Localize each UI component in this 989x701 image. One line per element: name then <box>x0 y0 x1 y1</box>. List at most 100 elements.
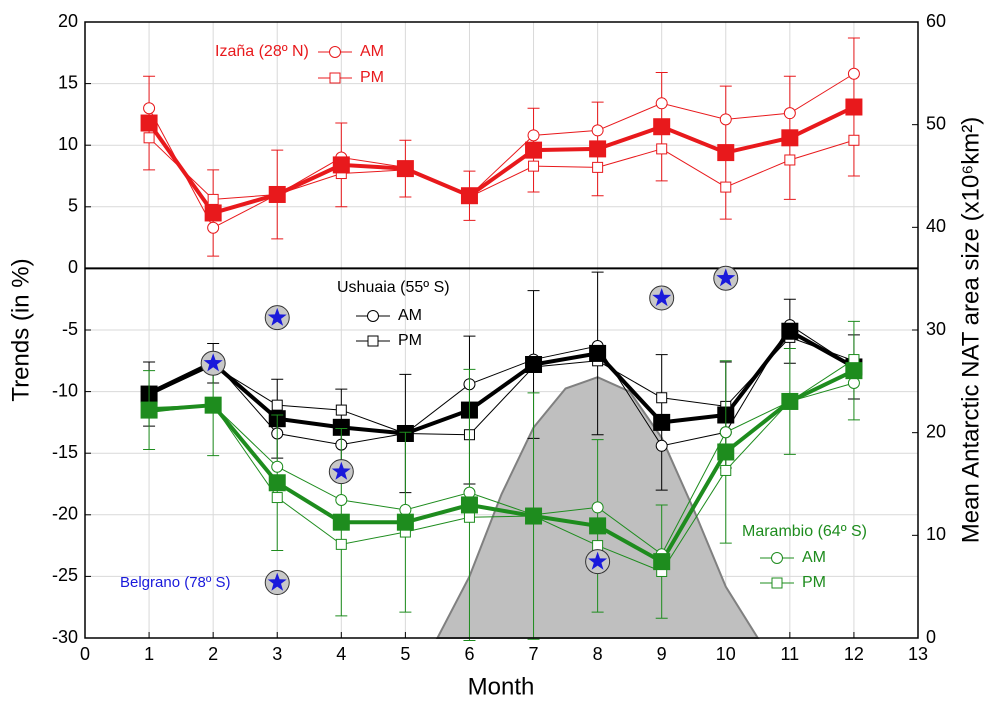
star-marker <box>588 551 608 570</box>
series-line <box>148 336 855 436</box>
mean-marker <box>525 507 543 525</box>
circle-marker <box>719 426 732 439</box>
square-marker <box>463 511 475 523</box>
legend-marker <box>771 552 783 564</box>
star-marker <box>652 288 672 307</box>
mean-marker <box>525 355 543 373</box>
x-tick-label: 9 <box>657 644 667 664</box>
circle-marker <box>591 124 604 137</box>
circle-marker <box>271 460 284 473</box>
y-tick-label: -30 <box>52 627 78 647</box>
legend-marker <box>329 72 341 84</box>
mean-marker <box>845 98 863 116</box>
y-tick-label: -15 <box>52 442 78 462</box>
series-line <box>147 105 855 216</box>
circle-marker <box>335 494 348 507</box>
square-marker <box>207 193 219 205</box>
x-tick-label: 4 <box>336 644 346 664</box>
series-line <box>148 324 855 447</box>
square-marker <box>143 132 155 144</box>
x-tick-label: 5 <box>400 644 410 664</box>
star-marker <box>203 353 223 372</box>
mean-marker <box>396 513 414 531</box>
circle-marker <box>847 67 860 80</box>
circle-marker <box>655 97 668 110</box>
mean-marker <box>845 362 863 380</box>
square-marker <box>656 143 668 155</box>
square-marker <box>592 161 604 173</box>
series-line <box>149 359 855 573</box>
legend-marker <box>367 310 379 322</box>
x-tick-label: 7 <box>529 644 539 664</box>
mean-marker <box>332 156 350 174</box>
square-marker <box>528 160 540 172</box>
mean-marker <box>589 517 607 535</box>
y-tick-label: -20 <box>52 504 78 524</box>
mean-marker <box>653 118 671 136</box>
y2-tick-label: 0 <box>926 627 936 647</box>
plot-frame <box>84 21 919 639</box>
mean-marker <box>460 187 478 205</box>
square-marker <box>656 392 668 404</box>
legend-label: AM <box>360 43 384 60</box>
legend-label: AM <box>802 549 826 566</box>
x-tick-label: 6 <box>464 644 474 664</box>
x-tick-label: 0 <box>80 644 90 664</box>
legend-title: Belgrano (78º S) <box>120 574 231 591</box>
mean-marker <box>717 144 735 162</box>
mean-marker <box>268 185 286 203</box>
mean-marker <box>653 553 671 571</box>
y-tick-label: -25 <box>52 565 78 585</box>
x-tick-label: 3 <box>272 644 282 664</box>
mean-marker <box>332 513 350 531</box>
legend-label: PM <box>802 574 826 591</box>
series-line <box>149 382 855 555</box>
mean-marker <box>204 204 222 222</box>
square-marker <box>720 181 732 193</box>
mean-marker <box>268 474 286 492</box>
mean-marker <box>589 140 607 158</box>
series-line <box>148 368 855 565</box>
circle-marker <box>591 501 604 514</box>
mean-marker <box>589 344 607 362</box>
legend-label: PM <box>360 69 384 86</box>
star-marker <box>716 268 736 287</box>
legend-label: PM <box>398 332 422 349</box>
y-tick-label: 15 <box>58 72 78 92</box>
x-tick-label: 8 <box>593 644 603 664</box>
mean-marker <box>781 392 799 410</box>
circle-marker <box>527 129 540 142</box>
circle-marker <box>207 221 220 234</box>
y-tick-label: 10 <box>58 134 78 154</box>
mean-marker <box>781 129 799 147</box>
legend-marker <box>367 335 379 347</box>
square-marker <box>271 399 283 411</box>
circle-marker <box>143 102 156 115</box>
mean-marker <box>653 413 671 431</box>
mean-marker <box>140 114 158 132</box>
y-tick-label: 20 <box>58 11 78 31</box>
legend-title: Ushuaia (55º S) <box>337 279 450 296</box>
y2-tick-label: 40 <box>926 216 946 236</box>
mean-marker <box>140 401 158 419</box>
legend-title: Izaña (28º N) <box>215 43 309 60</box>
legend-label: AM <box>398 307 422 324</box>
star-marker <box>331 461 351 480</box>
x-axis-label: Month <box>468 673 535 700</box>
series-line <box>148 137 855 200</box>
x-tick-label: 11 <box>781 644 800 664</box>
y2-axis-label: Mean Antarctic NAT area size (x10⁶km²) <box>957 117 984 543</box>
x-tick-label: 2 <box>208 644 218 664</box>
square-marker <box>720 464 732 476</box>
square-marker <box>592 540 604 552</box>
x-tick-label: 10 <box>716 644 736 664</box>
y2-tick-label: 50 <box>926 113 946 133</box>
square-marker <box>271 492 283 504</box>
circle-marker <box>719 113 732 126</box>
square-marker <box>335 538 347 550</box>
square-marker <box>784 154 796 166</box>
y2-tick-label: 10 <box>926 524 946 544</box>
mean-marker <box>717 443 735 461</box>
y-tick-label: 0 <box>68 257 78 277</box>
series-line <box>148 328 855 436</box>
